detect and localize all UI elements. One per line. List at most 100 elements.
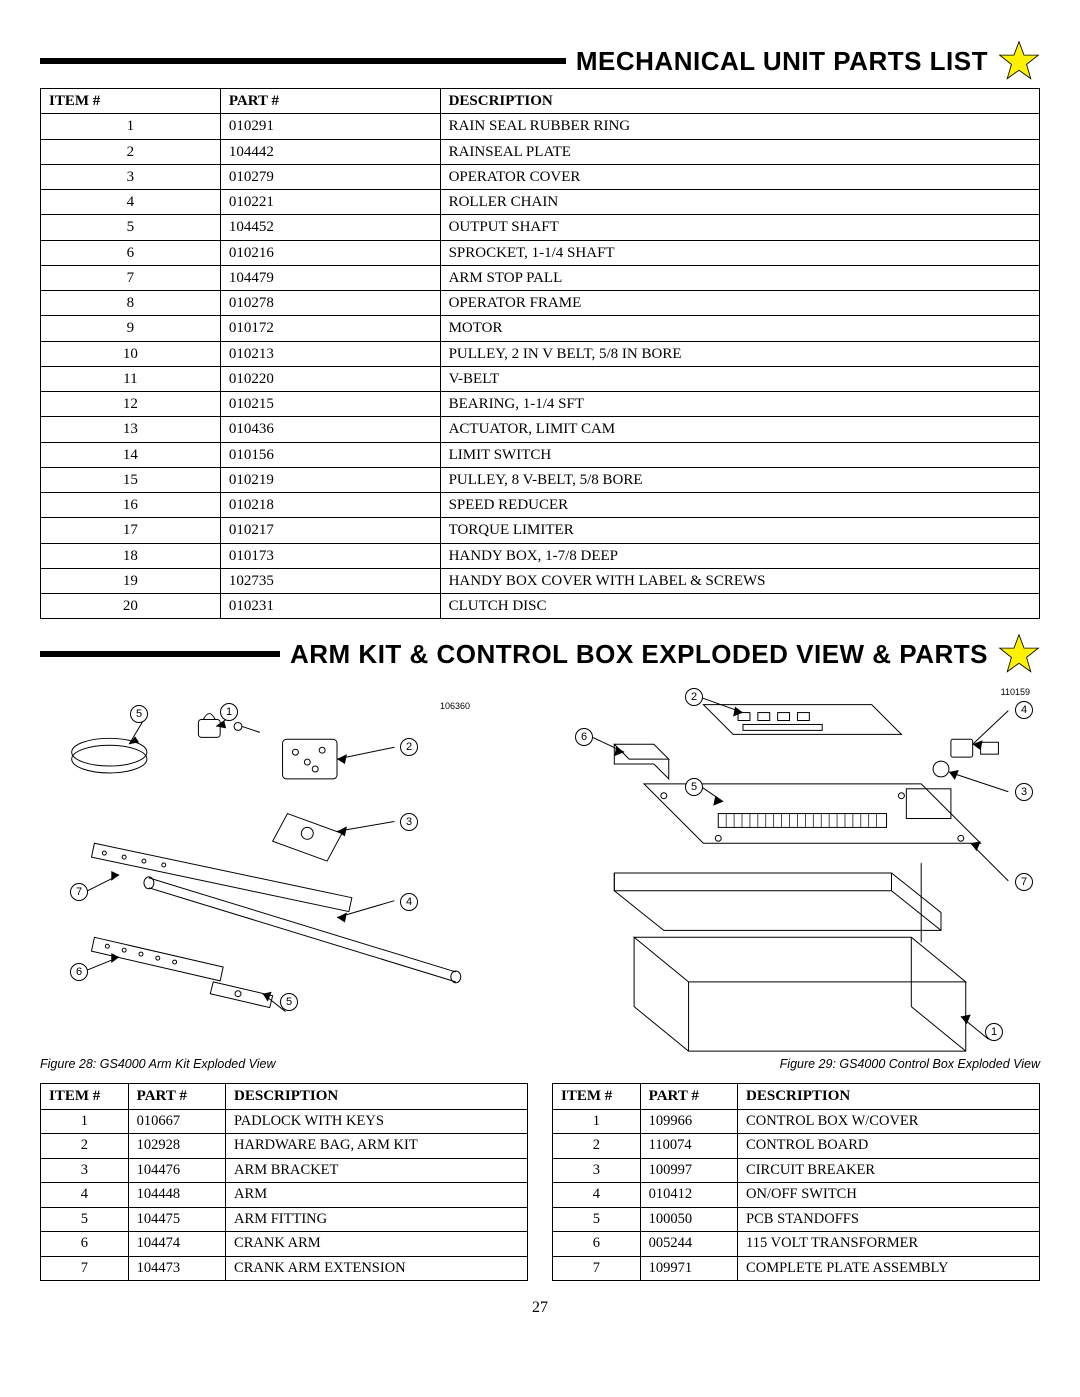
table-row: 11010220V-BELT: [41, 366, 1040, 391]
control-box-diagram: 110159: [545, 683, 1040, 1053]
table-row: 9010172MOTOR: [41, 316, 1040, 341]
cell-desc: ARM FITTING: [226, 1207, 528, 1232]
cell-desc: SPROCKET, 1-1/4 SHAFT: [440, 240, 1039, 265]
cell-part: 010436: [220, 417, 440, 442]
callout-number: 4: [1015, 701, 1033, 719]
cell-item: 16: [41, 493, 221, 518]
table-row: 20010231CLUTCH DISC: [41, 594, 1040, 619]
cell-desc: PADLOCK WITH KEYS: [226, 1109, 528, 1134]
callout-bubble: 6: [575, 728, 593, 746]
callout-number: 7: [1015, 873, 1033, 891]
cell-item: 3: [41, 1158, 129, 1183]
table-row: 17010217TORQUE LIMITER: [41, 518, 1040, 543]
cell-item: 7: [553, 1256, 641, 1281]
cell-part: 102928: [128, 1134, 225, 1159]
table-row: 1010291RAIN SEAL RUBBER RING: [41, 114, 1040, 139]
diagram-ref-label: 106360: [440, 701, 470, 711]
th-item: ITEM #: [553, 1084, 641, 1109]
callout-number: 3: [1015, 783, 1033, 801]
cell-desc: COMPLETE PLATE ASSEMBLY: [738, 1256, 1040, 1281]
cell-item: 18: [41, 543, 221, 568]
cell-item: 4: [553, 1183, 641, 1208]
table-row: 19102735HANDY BOX COVER WITH LABEL & SCR…: [41, 568, 1040, 593]
cell-item: 6: [41, 240, 221, 265]
cell-item: 19: [41, 568, 221, 593]
cell-item: 2: [41, 139, 221, 164]
cell-item: 5: [41, 1207, 129, 1232]
cell-desc: ROLLER CHAIN: [440, 190, 1039, 215]
th-part: PART #: [220, 89, 440, 114]
cell-part: 010279: [220, 164, 440, 189]
cell-item: 1: [553, 1109, 641, 1134]
cell-part: 104479: [220, 265, 440, 290]
th-part: PART #: [640, 1084, 737, 1109]
cell-part: 104474: [128, 1232, 225, 1257]
cell-item: 2: [41, 1134, 129, 1159]
cell-desc: CLUTCH DISC: [440, 594, 1039, 619]
callout-bubble: 5: [685, 778, 703, 796]
cell-desc: MOTOR: [440, 316, 1039, 341]
callout-number: 2: [400, 738, 418, 756]
table-row: 5100050PCB STANDOFFS: [553, 1207, 1040, 1232]
table-row: 6104474CRANK ARM: [41, 1232, 528, 1257]
cell-item: 15: [41, 467, 221, 492]
table-row: 18010173HANDY BOX, 1-7/8 DEEP: [41, 543, 1040, 568]
callout-bubble: 2: [400, 738, 418, 756]
table-row: 5104452OUTPUT SHAFT: [41, 215, 1040, 240]
callout-bubble: 5: [280, 993, 298, 1011]
cell-part: 010218: [220, 493, 440, 518]
callout-number: 7: [70, 883, 88, 901]
control-box-parts-table: ITEM # PART # DESCRIPTION 1109966CONTROL…: [552, 1083, 1040, 1281]
cell-item: 13: [41, 417, 221, 442]
cell-part: 010221: [220, 190, 440, 215]
table-row: 16010218SPEED REDUCER: [41, 493, 1040, 518]
table-row: 6010216SPROCKET, 1-1/4 SHAFT: [41, 240, 1040, 265]
cell-part: 100050: [640, 1207, 737, 1232]
cell-desc: ARM STOP PALL: [440, 265, 1039, 290]
th-item: ITEM #: [41, 89, 221, 114]
table-row: 4010221ROLLER CHAIN: [41, 190, 1040, 215]
cell-item: 17: [41, 518, 221, 543]
table-row: 8010278OPERATOR FRAME: [41, 291, 1040, 316]
cell-part: 010231: [220, 594, 440, 619]
figure-caption: Figure 29: GS4000 Control Box Exploded V…: [545, 1057, 1040, 1071]
cell-part: 010219: [220, 467, 440, 492]
th-desc: DESCRIPTION: [226, 1084, 528, 1109]
table-row: 2102928HARDWARE BAG, ARM KIT: [41, 1134, 528, 1159]
cell-desc: PCB STANDOFFS: [738, 1207, 1040, 1232]
cell-desc: HANDY BOX, 1-7/8 DEEP: [440, 543, 1039, 568]
table-row: 13010436ACTUATOR, LIMIT CAM: [41, 417, 1040, 442]
table-row: 5104475ARM FITTING: [41, 1207, 528, 1232]
section1-header: MECHANICAL UNIT PARTS LIST: [40, 40, 1040, 82]
cell-item: 3: [41, 164, 221, 189]
callout-bubble: 3: [1015, 783, 1033, 801]
table-row: 2104442RAINSEAL PLATE: [41, 139, 1040, 164]
cell-item: 14: [41, 442, 221, 467]
th-desc: DESCRIPTION: [440, 89, 1039, 114]
cell-desc: BEARING, 1-1/4 SFT: [440, 392, 1039, 417]
callout-number: 4: [400, 893, 418, 911]
callout-bubble: 1: [985, 1023, 1003, 1041]
section2-header: ARM KIT & CONTROL BOX EXPLODED VIEW & PA…: [40, 633, 1040, 675]
cell-part: 010216: [220, 240, 440, 265]
control-box-svg: [545, 683, 1040, 1053]
cell-part: 010173: [220, 543, 440, 568]
cell-item: 5: [553, 1207, 641, 1232]
cell-desc: CONTROL BOX W/COVER: [738, 1109, 1040, 1134]
cell-item: 12: [41, 392, 221, 417]
section1-title: MECHANICAL UNIT PARTS LIST: [566, 46, 998, 77]
cell-desc: PULLEY, 8 V-BELT, 5/8 BORE: [440, 467, 1039, 492]
cell-desc: CRANK ARM EXTENSION: [226, 1256, 528, 1281]
mechanical-parts-table: ITEM # PART # DESCRIPTION 1010291RAIN SE…: [40, 88, 1040, 619]
cell-part: 104475: [128, 1207, 225, 1232]
cell-part: 104452: [220, 215, 440, 240]
cell-desc: RAIN SEAL RUBBER RING: [440, 114, 1039, 139]
callout-number: 3: [400, 813, 418, 831]
cell-desc: RAINSEAL PLATE: [440, 139, 1039, 164]
arm-kit-diagram: 106360: [40, 683, 535, 1053]
cell-item: 20: [41, 594, 221, 619]
diagrams-row: 106360: [40, 683, 1040, 1079]
cell-part: 010217: [220, 518, 440, 543]
cell-item: 9: [41, 316, 221, 341]
th-part: PART #: [128, 1084, 225, 1109]
